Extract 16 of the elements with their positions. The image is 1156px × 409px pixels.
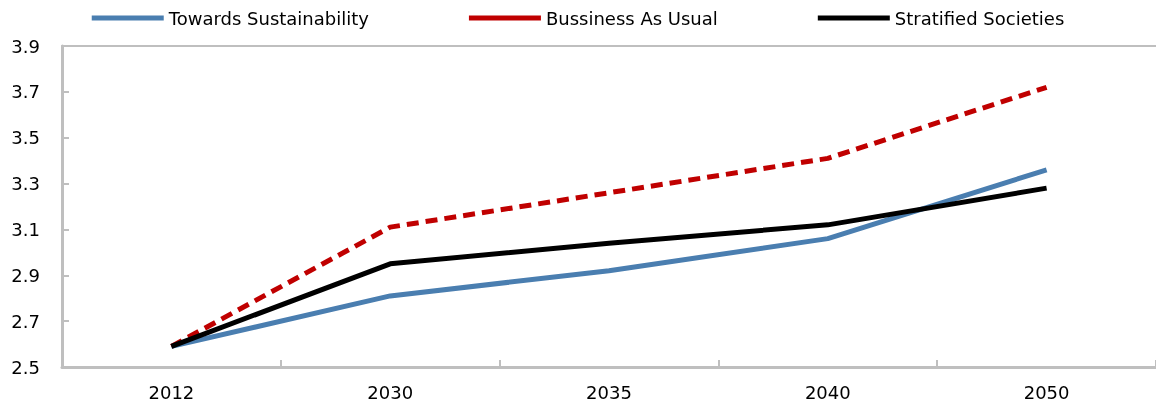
y-tick-label: 3.3 [11,173,40,195]
legend-label: Stratified Societies [894,7,1065,29]
legend-label: Bussiness As Usual [545,7,718,29]
x-tick-label: 2035 [586,381,632,403]
y-tick-label: 3.7 [11,81,40,103]
y-tick-label: 2.7 [11,310,40,332]
x-tick-label: 2012 [148,381,195,403]
x-tick-label: 2050 [1023,381,1070,403]
y-tick-label: 3.1 [11,218,40,240]
y-tick-label: 3.9 [11,35,40,57]
y-tick-label: 2.5 [11,356,40,378]
y-tick-label: 3.5 [11,127,40,149]
x-tick-label: 2040 [804,381,851,403]
y-tick-label: 2.9 [11,264,40,286]
legend-label: Towards Sustainability [167,7,370,29]
x-tick-label: 2030 [367,381,414,403]
